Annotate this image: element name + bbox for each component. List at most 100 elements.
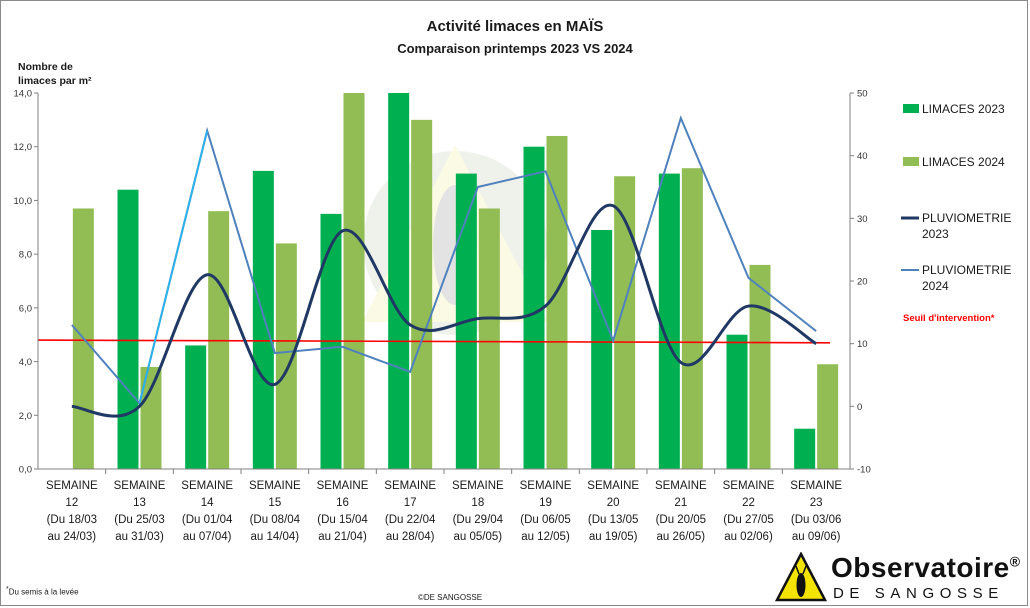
x-tick-label-line: (Du 18/03: [47, 514, 98, 526]
y-tick-label: 12,0: [14, 142, 33, 153]
x-tick-label-line: au 24/03): [48, 531, 97, 543]
x-tick-label-line: (Du 25/03: [114, 514, 165, 526]
x-tick-label-line: SEMAINE: [317, 480, 369, 492]
y-tick-label: 6,0: [19, 303, 32, 314]
bar-limaces-2024: [681, 168, 703, 469]
x-tick-label: SEMAINE 12 (Du 18/03 au 24/03): [46, 480, 98, 543]
chart-subtitle: Comparaison printemps 2023 VS 2024: [397, 41, 633, 56]
x-tick-label-line: au 31/03): [115, 531, 164, 543]
x-tick-label: SEMAINE 19 (Du 06/05 au 12/05): [520, 480, 572, 543]
legend-label-pluviometrie-2023: PLUVIOMETRIE 2023: [922, 211, 1011, 241]
logo-icon: [775, 552, 827, 602]
x-tick-label-line: 17: [404, 497, 417, 509]
x-tick-label-line: au 28/04): [386, 531, 435, 543]
x-tick-label-line: au 21/04): [318, 531, 367, 543]
y-axis-label: Nombre de limaces par m²: [18, 61, 92, 87]
x-tick-label-line: 19: [539, 497, 552, 509]
bar-limaces-2024: [546, 135, 568, 469]
x-tick-label-line: au 05/05): [454, 531, 503, 543]
y2-tick-label: 0: [857, 402, 862, 413]
y2-tick-label: 10: [857, 339, 868, 350]
legend-label-pluviometrie-2024: PLUVIOMETRIE 2024: [922, 263, 1011, 293]
x-tick-label-line: SEMAINE: [181, 480, 233, 492]
y-tick-label: 14,0: [14, 89, 33, 100]
x-tick-label-line: au 07/04): [183, 531, 232, 543]
x-tick-label-line: 21: [674, 497, 687, 509]
bar-limaces-2023: [252, 170, 274, 469]
series-line-pluviometrie-2023: [71, 203, 817, 418]
x-tick-label-line: 16: [336, 497, 349, 509]
bar-limaces-2023: [388, 93, 410, 469]
x-tick-label: SEMAINE 17 (Du 22/04 au 28/04): [384, 480, 436, 543]
x-tick-label-line: au 09/06): [792, 531, 841, 543]
x-tick-label-line: SEMAINE: [46, 480, 98, 492]
bar-limaces-2024: [749, 264, 771, 469]
legend-label-line: PLUVIOMETRIE: [922, 263, 1011, 277]
copyright: ©DE SANGOSSE: [417, 593, 483, 602]
bar-limaces-2024: [411, 119, 433, 469]
x-tick-label-line: 14: [201, 497, 214, 509]
legend-label-line: PLUVIOMETRIE: [922, 211, 1011, 225]
x-tick-label-line: SEMAINE: [520, 480, 572, 492]
footnote: *Du semis à la levée: [6, 586, 79, 597]
x-tick-label-line: SEMAINE: [587, 480, 639, 492]
y-tick-label: 2,0: [19, 411, 32, 422]
y2-tick-label: 30: [857, 214, 868, 225]
legend-label-line: 2023: [922, 227, 949, 241]
x-tick-label-line: SEMAINE: [114, 480, 166, 492]
chart-title: Activité limaces en MAÏS: [426, 18, 604, 35]
x-tick-label-line: SEMAINE: [249, 480, 301, 492]
y-tick-label: 0,0: [19, 465, 32, 476]
x-tick-label: SEMAINE 21 (Du 20/05 au 26/05): [655, 480, 707, 543]
bar-limaces-2023: [117, 189, 139, 469]
legend-swatch-limaces-2023: [903, 104, 919, 113]
x-tick-label-line: (Du 20/05: [656, 514, 707, 526]
x-tick-label-line: (Du 27/05: [723, 514, 774, 526]
x-tick-label-line: au 14/04): [251, 531, 300, 543]
threshold-line: [37, 339, 831, 344]
bar-limaces-2023: [794, 428, 816, 469]
x-tick-label-line: 12: [65, 497, 78, 509]
x-tick-label-line: au 02/06): [724, 531, 773, 543]
x-tick-label-line: (Du 08/04: [250, 514, 301, 526]
x-tick-label-line: (Du 22/04: [385, 514, 436, 526]
y2-tick-label: 50: [857, 89, 868, 100]
series-segment-pluviometrie-2024: [138, 130, 209, 404]
legend-label-limaces-2024: LIMACES 2024: [922, 155, 1005, 169]
x-tick-label-line: (Du 13/05: [588, 514, 639, 526]
x-tick-label-line: (Du 15/04: [317, 514, 368, 526]
y2-tick-label: -10: [857, 465, 871, 476]
x-tick-label-line: 13: [133, 497, 146, 509]
x-tick-label-line: 22: [742, 497, 755, 509]
x-tick-label: SEMAINE 20 (Du 13/05 au 19/05): [587, 480, 639, 543]
bar-limaces-2023: [591, 229, 613, 469]
y-tick-label: 4,0: [19, 357, 32, 368]
x-tick-label-line: (Du 06/05: [520, 514, 571, 526]
x-tick-label-line: 15: [268, 497, 281, 509]
x-tick-label-line: SEMAINE: [655, 480, 707, 492]
legend-label-line: 2024: [922, 279, 949, 293]
x-tick-label-line: 20: [607, 497, 620, 509]
x-tick-label-line: au 12/05): [521, 531, 570, 543]
x-tick-label-line: au 26/05): [657, 531, 706, 543]
footnote-text: Du semis à la levée: [8, 587, 79, 597]
y2-tick-label: 20: [857, 277, 868, 288]
legend-label-limaces-2023: LIMACES 2023: [922, 102, 1005, 116]
bar-limaces-2024: [614, 176, 636, 469]
bar-limaces-2023: [523, 146, 545, 469]
x-tick-label: SEMAINE 18 (Du 29/04 au 05/05): [452, 480, 504, 543]
x-tick-label-line: SEMAINE: [723, 480, 775, 492]
x-tick-label: SEMAINE 22 (Du 27/05 au 02/06): [723, 480, 775, 543]
x-tick-label-line: SEMAINE: [452, 480, 504, 492]
bar-limaces-2024: [343, 93, 365, 469]
x-tick-label-line: (Du 29/04: [453, 514, 504, 526]
x-tick-label-line: (Du 01/04: [182, 514, 233, 526]
bar-limaces-2024: [478, 208, 500, 469]
bar-limaces-2024: [817, 364, 839, 469]
x-tick-label-line: 23: [810, 497, 823, 509]
x-tick-label-line: SEMAINE: [790, 480, 842, 492]
legend-label-seuil: Seuil d'intervention*: [903, 313, 995, 324]
logo-brand: Observatoire®: [831, 552, 1021, 583]
